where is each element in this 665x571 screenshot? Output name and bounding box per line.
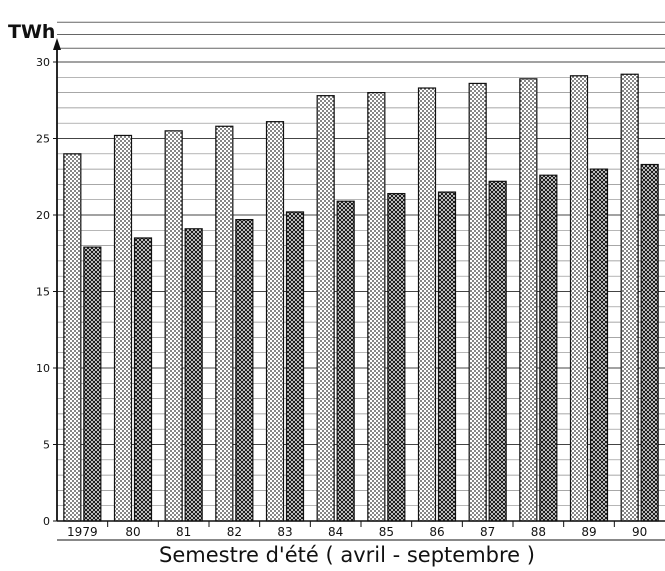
x-tick-label: 82 [227, 525, 242, 539]
x-tick-label: 86 [429, 525, 444, 539]
bar-dots-1979 [63, 153, 82, 522]
bar-dots-87 [468, 82, 487, 522]
bar-dots-88 [519, 78, 538, 522]
x-tick-label: 88 [531, 525, 546, 539]
bar-crosshatch-87 [488, 180, 507, 522]
bar-dots-83 [265, 121, 285, 522]
y-tick-labels: 0 5 10 15 20 25 30 [36, 56, 50, 528]
x-tick-label: 81 [176, 525, 191, 539]
bar-dots-82 [215, 125, 234, 522]
bar-crosshatch-81 [184, 228, 203, 522]
bar-crosshatch-86 [437, 191, 457, 522]
y-tick-label: 20 [36, 209, 50, 222]
x-tick-label: 90 [632, 525, 647, 539]
y-tick-label: 10 [36, 362, 50, 375]
y-tick-label: 30 [36, 56, 50, 69]
bar-dots-85 [367, 91, 386, 522]
bars [63, 73, 659, 522]
bar-crosshatch-85 [387, 192, 406, 522]
bar-crosshatch-88 [539, 174, 558, 522]
y-tick-label: 15 [36, 286, 50, 299]
bar-crosshatch-89 [589, 168, 609, 522]
x-tick-label: 89 [581, 525, 596, 539]
bar-dots-86 [417, 87, 437, 522]
bar-crosshatch-84 [336, 200, 355, 522]
bar-dots-80 [113, 134, 133, 522]
x-tick-label: 84 [328, 525, 343, 539]
x-tick-label: 87 [480, 525, 495, 539]
x-tick-label: 85 [379, 525, 394, 539]
bar-dots-84 [316, 95, 335, 522]
y-axis-unit: TWh [8, 21, 55, 43]
x-tick-label: 80 [125, 525, 140, 539]
bar-dots-89 [569, 75, 589, 522]
bar-crosshatch-80 [133, 237, 153, 522]
bar-dots-90 [620, 73, 639, 522]
grid-lines [57, 21, 665, 507]
x-tick-labels: 1979 80 81 82 83 84 85 86 87 88 89 90 [67, 525, 647, 539]
y-tick-label: 5 [43, 439, 50, 452]
x-tick-label: 83 [277, 525, 292, 539]
axes [53, 38, 665, 541]
y-tick-label: 25 [36, 133, 50, 146]
x-axis-title: Semestre d'été ( avril - septembre ) [159, 543, 535, 567]
bar-dots-81 [164, 130, 183, 522]
bar-crosshatch-1979 [83, 246, 102, 522]
bar-crosshatch-90 [640, 163, 659, 522]
bar-crosshatch-82 [235, 218, 254, 522]
bar-crosshatch-83 [285, 211, 305, 522]
x-tick-label: 1979 [67, 525, 98, 539]
y-axis-arrow [53, 38, 61, 50]
y-tick-label: 0 [43, 515, 50, 528]
